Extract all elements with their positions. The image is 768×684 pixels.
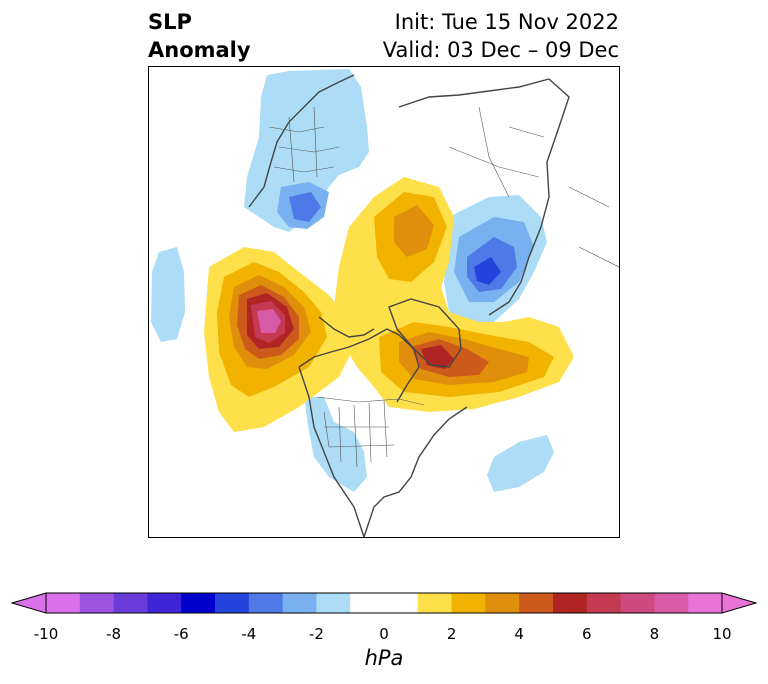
- colorbar-unit: hPa: [364, 646, 404, 670]
- colorbar-tick-label: -2: [308, 625, 324, 643]
- us-state-lines: [323, 400, 395, 468]
- greenland-coast: [388, 298, 462, 368]
- colorbar-tick-label: 6: [582, 625, 592, 643]
- colorbar-tick-label: 0: [379, 625, 389, 643]
- colorbar-extend-max: [721, 592, 758, 614]
- colorbar-extend-min: [10, 592, 47, 614]
- colorbar-segments: [46, 593, 723, 613]
- us-canada-border: [316, 396, 425, 406]
- coastlines: [248, 74, 570, 537]
- colorbar-segment: [688, 593, 723, 613]
- colorbar-tick-label: 8: [649, 625, 660, 643]
- title-variable-line2: Anomaly: [148, 38, 251, 62]
- colorbar-segment: [654, 593, 689, 613]
- colorbar-tick-label: -6: [173, 625, 189, 643]
- colorbar-segment: [350, 593, 419, 613]
- colorbar-tick-label: -10: [33, 625, 59, 643]
- colorbar-segment: [113, 593, 148, 613]
- pacific-high-9: [257, 309, 281, 333]
- us-low-anomaly: [304, 397, 367, 492]
- asia-low-center: [474, 257, 501, 285]
- colorbar-segment: [417, 593, 453, 613]
- anomaly-map: [151, 69, 619, 537]
- colorbar-tick-label: -4: [241, 625, 257, 643]
- map-title: SLP Anomaly: [148, 8, 251, 64]
- europe-low-anomaly: [244, 69, 369, 232]
- colorbar-segment: [215, 593, 250, 613]
- colorbar-tick-label: 2: [446, 625, 457, 643]
- colorbar-tick-label: -8: [106, 625, 122, 643]
- colorbar-segment: [316, 593, 351, 613]
- europe-borders: [268, 106, 340, 183]
- borders: [268, 106, 619, 468]
- europe-coast: [248, 74, 355, 208]
- colorbar-segment: [46, 593, 81, 613]
- colorbar-segment: [485, 593, 520, 613]
- europe-low-inner: [289, 192, 321, 222]
- north-america-coast: [298, 328, 468, 537]
- colorbar-tick-label: 10: [712, 625, 732, 643]
- positive-anomalies: [204, 177, 574, 432]
- valid-range: Valid: 03 Dec – 09 Dec: [382, 38, 619, 62]
- negative-anomalies: [151, 69, 554, 492]
- colorbar-segment: [79, 593, 115, 613]
- colorbar-segment: [451, 593, 486, 613]
- asia-coast: [398, 78, 570, 316]
- colorbar-segment: [519, 593, 554, 613]
- colorbar-segment: [248, 593, 284, 613]
- init-date: Init: Tue 15 Nov 2022: [394, 10, 619, 34]
- title-variable-line1: SLP: [148, 10, 192, 34]
- colorbar-segment: [620, 593, 655, 613]
- alaska-coast: [318, 316, 375, 338]
- arctic-high-inner: [394, 205, 434, 257]
- colorbar-segment: [553, 593, 588, 613]
- colorbar-segment: [181, 593, 216, 613]
- asia-borders: [448, 106, 619, 268]
- colorbar-segment: [282, 593, 317, 613]
- atlantic-low-anomaly: [487, 435, 554, 492]
- colorbar-segment: [147, 593, 182, 613]
- colorbar-frame: [45, 592, 723, 614]
- colorbar: [10, 592, 758, 614]
- colorbar-tick-label: 4: [514, 625, 524, 643]
- map-dates: Init: Tue 15 Nov 2022 Valid: 03 Dec – 09…: [383, 8, 619, 64]
- colorbar-segment: [586, 593, 622, 613]
- map-panel: [148, 66, 620, 538]
- pacific-low-anomaly: [151, 247, 185, 342]
